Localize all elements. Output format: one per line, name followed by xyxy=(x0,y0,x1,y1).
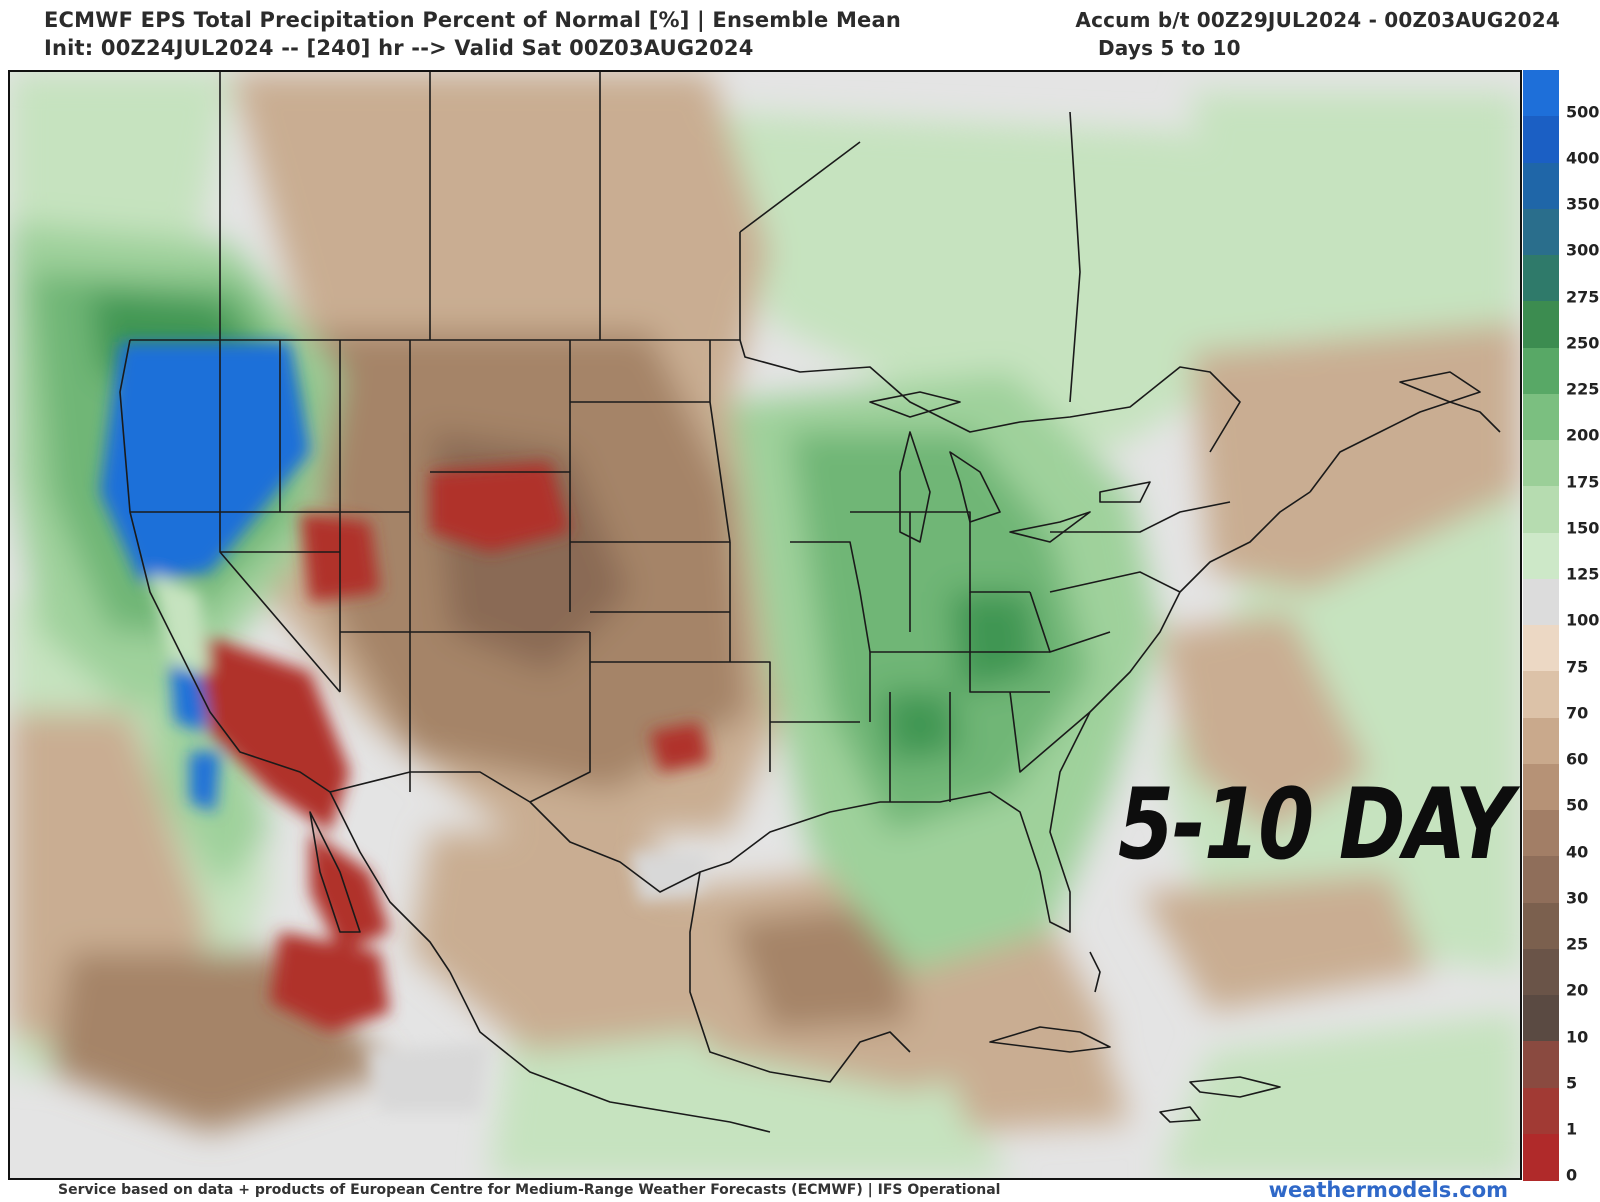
colorbar-swatch xyxy=(1523,948,1559,996)
colorbar-swatch xyxy=(1523,1133,1559,1181)
colorbar-swatch xyxy=(1523,255,1559,302)
colorbar-label: 60 xyxy=(1566,749,1589,769)
colorbar-label: 30 xyxy=(1566,888,1589,908)
colorbar-label: 5 xyxy=(1566,1073,1578,1093)
colorbar-label: 25 xyxy=(1566,934,1589,954)
colorbar-label: 10 xyxy=(1566,1027,1589,1047)
colorbar-swatch xyxy=(1523,671,1559,718)
colorbar-label: 175 xyxy=(1566,472,1600,492)
colorbar-label: 100 xyxy=(1566,610,1600,630)
colorbar-label: 200 xyxy=(1566,425,1600,445)
colorbar-swatch xyxy=(1523,578,1559,626)
map-title: ECMWF EPS Total Precipitation Percent of… xyxy=(44,8,901,32)
init-valid-line: Init: 00Z24JUL2024 -- [240] hr --> Valid… xyxy=(44,36,754,60)
colorbar-swatch xyxy=(1523,763,1559,811)
colorbar-label: 50 xyxy=(1566,795,1589,815)
colorbar-swatch xyxy=(1523,301,1559,348)
colorbar-swatch xyxy=(1523,440,1559,487)
colorbar-label: 300 xyxy=(1566,240,1600,260)
colorbar-swatch xyxy=(1523,995,1559,1042)
political-borders xyxy=(119,72,1501,1133)
colorbar-label: 275 xyxy=(1566,287,1600,307)
colorbar-label: 225 xyxy=(1566,379,1600,399)
colorbar-label: 250 xyxy=(1566,333,1600,353)
colorbar-swatch xyxy=(1523,162,1559,210)
colorbar-swatch xyxy=(1523,347,1559,395)
colorbar-swatch xyxy=(1523,902,1559,950)
colorbar-swatch xyxy=(1523,810,1559,857)
precipitation-map xyxy=(8,70,1522,1180)
colorbar-swatch xyxy=(1523,70,1559,117)
colorbar-swatch xyxy=(1523,717,1559,765)
colorbar-label: 150 xyxy=(1566,518,1600,538)
colorbar-label: 500 xyxy=(1566,102,1600,122)
colorbar-label: 125 xyxy=(1566,564,1600,584)
colorbar-label: 350 xyxy=(1566,194,1600,214)
brand-link[interactable]: weathermodels.com xyxy=(1268,1178,1508,1202)
colorbar-swatch xyxy=(1523,486,1559,533)
colorbar-label: 70 xyxy=(1566,703,1589,723)
colorbar-label: 20 xyxy=(1566,980,1589,1000)
colorbar-swatch xyxy=(1523,116,1559,163)
colorbar-swatch xyxy=(1523,1087,1559,1135)
forecast-range-stamp: 5-10 DAY xyxy=(1118,768,1513,882)
colorbar-swatch xyxy=(1523,625,1559,672)
map-canvas xyxy=(10,72,1520,1178)
colorbar-swatch xyxy=(1523,1041,1559,1088)
colorbar-swatch xyxy=(1523,393,1559,441)
colorbar-label: 40 xyxy=(1566,842,1589,862)
colorbar-label: 75 xyxy=(1566,657,1589,677)
colorbar-swatch xyxy=(1523,856,1559,903)
footer-credit: Service based on data + products of Euro… xyxy=(58,1182,1001,1198)
colorbar-swatch xyxy=(1523,208,1559,256)
colorbar-label: 0 xyxy=(1566,1165,1578,1185)
colorbar-label: 1 xyxy=(1566,1119,1578,1139)
colorbar-swatch xyxy=(1523,532,1559,580)
colorbar xyxy=(1523,70,1559,1181)
colorbar-label: 400 xyxy=(1566,148,1600,168)
days-range: Days 5 to 10 xyxy=(1098,36,1241,60)
accumulation-period: Accum b/t 00Z29JUL2024 - 00Z03AUG2024 xyxy=(1075,8,1560,32)
